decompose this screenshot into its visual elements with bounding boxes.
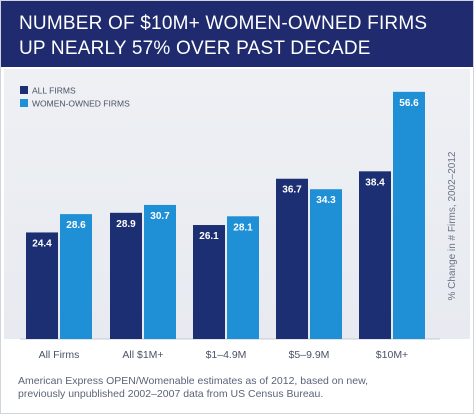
bar-all-firms-2 <box>193 225 225 339</box>
category-label-3: $5–9.9M <box>289 349 330 361</box>
legend-label-women-owned: WOMEN-OWNED FIRMS <box>32 99 130 109</box>
bar-all-firms-3 <box>276 178 308 339</box>
value-label-all-firms-2: 26.1 <box>199 231 219 242</box>
footnote-line-1: American Express OPEN/Womenable estimate… <box>18 375 368 387</box>
value-label-all-firms-3: 36.7 <box>282 185 302 196</box>
value-label-women-owned-1: 30.7 <box>150 211 170 222</box>
chart-title-line-2: UP NEARLY 57% OVER PAST DECADE <box>19 38 371 59</box>
chart-title-line-1: NUMBER OF $10M+ WOMEN-OWNED FIRMS <box>19 13 428 34</box>
value-label-women-owned-4: 56.6 <box>399 98 419 109</box>
legend-swatch-all-firms <box>20 86 28 94</box>
bar-women-owned-2 <box>227 216 259 339</box>
value-label-women-owned-0: 28.6 <box>66 220 86 231</box>
legend-label-all-firms: ALL FIRMS <box>32 86 76 96</box>
bar-women-owned-4 <box>393 91 425 339</box>
bar-all-firms-4 <box>359 171 391 339</box>
bar-all-firms-1 <box>110 212 142 339</box>
bar-women-owned-1 <box>144 204 176 339</box>
footnote-line-2: previously unpublished 2002–2007 data fr… <box>18 388 324 400</box>
value-label-women-owned-3: 34.3 <box>316 195 336 206</box>
category-label-0: All Firms <box>39 349 80 361</box>
y-axis-label: % Change in # Firms, 2002–2012 <box>447 151 458 300</box>
value-label-all-firms-0: 24.4 <box>32 238 52 249</box>
category-label-4: $10M+ <box>376 349 408 361</box>
value-label-women-owned-2: 28.1 <box>233 222 253 233</box>
source-footnote: American Express OPEN/Womenable estimate… <box>18 375 368 401</box>
category-label-2: $1–4.9M <box>206 349 247 361</box>
bar-women-owned-3 <box>310 189 342 339</box>
value-label-all-firms-1: 28.9 <box>116 219 136 230</box>
bar-women-owned-0 <box>60 214 92 339</box>
chart-header: NUMBER OF $10M+ WOMEN-OWNED FIRMS UP NEA… <box>1 1 473 67</box>
bar-all-firms-0 <box>26 232 58 339</box>
value-label-all-firms-4: 38.4 <box>365 177 385 188</box>
category-label-1: All $1M+ <box>122 349 163 361</box>
legend-swatch-women-owned <box>20 99 28 107</box>
